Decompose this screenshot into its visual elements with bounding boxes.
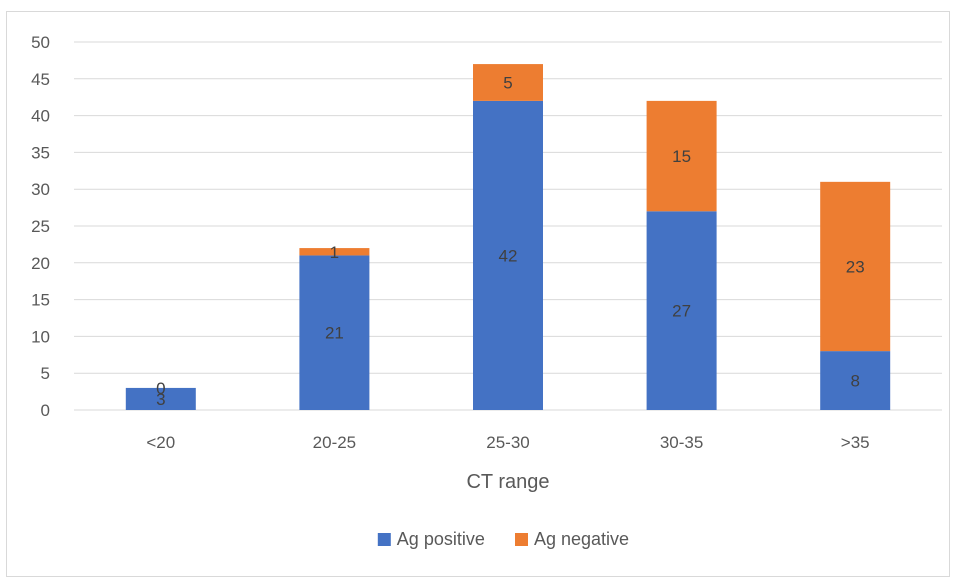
y-tick-label: 10 <box>31 327 50 346</box>
bar-segment <box>646 211 717 410</box>
x-tick-label: <20 <box>146 433 175 452</box>
legend-swatch <box>515 533 528 546</box>
data-label: 27 <box>672 302 691 321</box>
legend-label: Ag negative <box>534 529 629 549</box>
bar-segment <box>125 387 196 410</box>
data-label: 0 <box>156 379 165 398</box>
data-label: 5 <box>503 73 512 92</box>
y-tick-label: 40 <box>31 107 50 126</box>
bar-segment <box>646 100 717 212</box>
bar-segment <box>473 64 543 101</box>
y-tick-label: 35 <box>31 143 50 162</box>
data-label: 1 <box>330 243 339 262</box>
data-label: 15 <box>672 147 691 166</box>
data-label: 23 <box>846 257 865 276</box>
data-label: 8 <box>850 372 859 391</box>
x-tick-label: 20-25 <box>313 433 356 452</box>
y-tick-label: 20 <box>31 254 50 273</box>
y-tick-label: 50 <box>31 33 50 52</box>
y-tick-label: 30 <box>31 180 50 199</box>
x-tick-label: 30-35 <box>660 433 703 452</box>
bars <box>125 64 891 410</box>
data-label: 21 <box>325 324 344 343</box>
bar-segment <box>820 181 891 352</box>
data-label: 42 <box>499 246 518 265</box>
y-tick-label: 45 <box>31 70 50 89</box>
y-tick-label: 25 <box>31 217 50 236</box>
data-labels: 30 21 1 42 5 27 15 8 23 <box>156 73 865 408</box>
x-axis-title: CT range <box>466 471 549 493</box>
legend-label: Ag positive <box>397 529 485 549</box>
data-label: 3 <box>156 390 165 409</box>
bar-segment <box>473 100 543 410</box>
legend-swatch <box>377 533 391 546</box>
y-tick-label: 15 <box>31 291 50 310</box>
bar-segment <box>820 351 891 410</box>
y-tick-label: 5 <box>41 364 50 383</box>
y-tick-label: 0 <box>41 401 50 420</box>
bar-segment <box>299 248 370 256</box>
x-tick-label: >35 <box>841 433 870 452</box>
legend: Ag positive Ag negative <box>377 529 629 549</box>
x-tick-label: 25-30 <box>486 433 529 452</box>
bar-segment <box>299 255 370 410</box>
